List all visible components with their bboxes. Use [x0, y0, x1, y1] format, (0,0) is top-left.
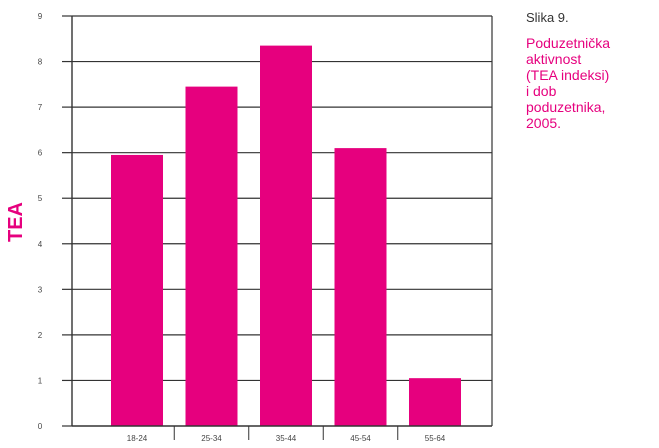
y-tick-label: 4 — [38, 240, 43, 249]
figure-title-line: 2005. — [526, 115, 562, 131]
x-ticks: 18-24 25-34 35-44 45-54 55-64 — [127, 426, 446, 443]
bar-35-44 — [260, 45, 312, 426]
figure-title-line: poduzetnika, — [526, 99, 606, 115]
y-tick-label: 1 — [38, 376, 43, 385]
y-tick-label: 2 — [38, 331, 43, 340]
figure-title-line: i dob — [526, 83, 557, 99]
x-tick-label: 35-44 — [276, 434, 297, 443]
bar-45-54 — [334, 148, 387, 426]
x-tick-label: 25-34 — [201, 434, 222, 443]
tea-bar-chart: 0 1 2 3 4 5 6 7 8 9 18-24 25-34 35-44 45-54 55-64 TEA — [5, 12, 493, 443]
y-tick-label: 3 — [38, 285, 43, 294]
y-tick-label: 6 — [38, 149, 43, 158]
x-tick-label: 45-54 — [350, 434, 371, 443]
y-tick-label: 8 — [38, 58, 43, 67]
figure-title-line: aktivnost — [526, 51, 582, 67]
bars — [111, 45, 461, 426]
y-axis-label: TEA — [5, 202, 27, 242]
y-tick-label: 5 — [38, 194, 43, 203]
y-tick-label: 0 — [38, 422, 43, 431]
figure-title-line: (TEA indeksi) — [526, 67, 610, 83]
bar-55-64 — [409, 378, 461, 426]
bar-18-24 — [111, 154, 163, 426]
figure-title: Poduzetnička aktivnost (TEA indeksi) i dob p… — [526, 35, 659, 131]
axes — [71, 16, 493, 427]
bar-25-34 — [185, 86, 238, 426]
y-tick-label: 9 — [38, 12, 43, 21]
y-tick-label: 7 — [38, 103, 43, 112]
x-tick-label: 55-64 — [425, 434, 446, 443]
figure-label: Slika 9. — [526, 10, 569, 25]
figure-title-line: Poduzetnička — [526, 35, 611, 51]
figure-caption: Slika 9. Poduzetnička aktivnost (TEA indek… — [526, 10, 659, 131]
y-ticks: 0 1 2 3 4 5 6 7 8 9 — [38, 12, 72, 431]
x-tick-label: 18-24 — [127, 434, 148, 443]
